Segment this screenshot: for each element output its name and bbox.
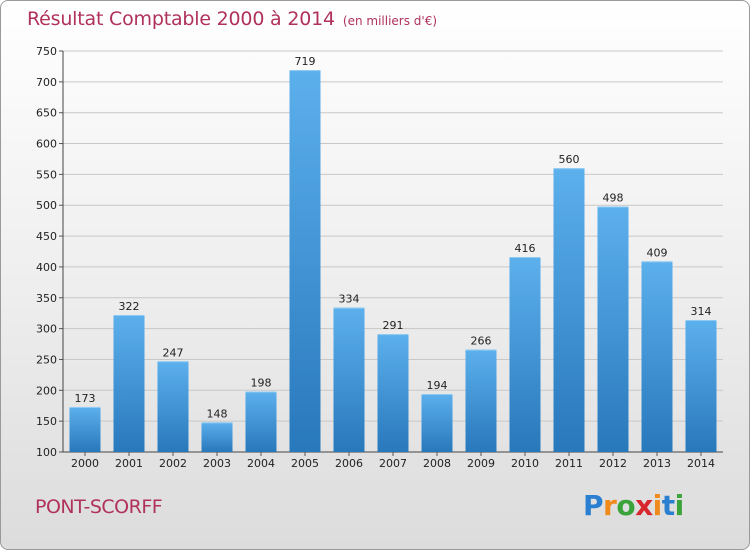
logo-letter: P [583, 489, 604, 522]
y-tick-label: 650 [36, 107, 57, 120]
data-label-2013: 409 [647, 246, 668, 259]
data-label-2011: 560 [559, 153, 580, 166]
chart-title: Résultat Comptable 2000 à 2014 [27, 8, 335, 30]
data-label-2005: 719 [295, 55, 316, 68]
bar-2009 [465, 349, 497, 452]
proxiti-logo[interactable]: Proxiti [583, 489, 684, 522]
bar-2013 [641, 261, 673, 452]
bar-2003 [201, 422, 233, 452]
x-tick-label-2007: 2007 [379, 457, 407, 470]
bar-2005 [289, 70, 321, 452]
bar-2014 [685, 319, 717, 452]
y-tick-label: 500 [36, 199, 57, 212]
x-axis: 2000 2001 2002 2003 2004 2005 2006 2007 2008 2009… [63, 451, 723, 470]
data-label-2009: 266 [471, 335, 492, 348]
y-tick-label: 350 [36, 292, 57, 305]
bar-2004 [245, 391, 277, 452]
y-tick-label: 400 [36, 261, 57, 274]
x-tick-label-2008: 2008 [423, 457, 451, 470]
y-axis: 100 150 200 250 300 350 400 450 500 550 600 650 700 7… [36, 45, 64, 459]
x-tick-label-2005: 2005 [291, 457, 319, 470]
place-name: PONT-SCORFF [35, 496, 163, 518]
logo-letter: i [652, 489, 663, 522]
data-label-2014: 314 [691, 305, 712, 318]
x-tick-label-2006: 2006 [335, 457, 363, 470]
chart-unit: (en milliers d'€) [342, 14, 438, 28]
data-labels: 173 322 247 148 198 719 334 291 194 266 416 560 498 4… [75, 55, 712, 420]
y-tick-label: 150 [36, 415, 57, 428]
x-tick-label-2002: 2002 [159, 457, 187, 470]
y-tick-label: 300 [36, 323, 57, 336]
x-tick-label-2013: 2013 [643, 457, 671, 470]
logo-letter: x [635, 489, 653, 522]
bars [69, 70, 717, 452]
chart-title-block: Résultat Comptable 2000 à 2014 (en millie… [27, 8, 437, 30]
x-tick-label-2014: 2014 [687, 457, 715, 470]
bar-2000 [69, 406, 101, 452]
y-tick-label: 100 [36, 446, 57, 459]
data-label-2000: 173 [75, 392, 96, 405]
bar-2001 [113, 315, 145, 452]
y-tick-label: 200 [36, 384, 57, 397]
y-tick-label: 450 [36, 230, 57, 243]
x-tick-label-2003: 2003 [203, 457, 231, 470]
logo-letter: t [661, 489, 675, 522]
y-tick-label: 750 [36, 45, 57, 58]
bar-2012 [597, 206, 629, 452]
x-tick-label-2010: 2010 [511, 457, 539, 470]
bar-2008 [421, 394, 453, 452]
logo-letter: i [674, 489, 685, 522]
y-tick-label: 250 [36, 353, 57, 366]
y-tick-label: 700 [36, 76, 57, 89]
bar-2011 [553, 168, 585, 452]
y-tick-label: 600 [36, 138, 57, 151]
data-label-2001: 322 [119, 300, 140, 313]
bar-2010 [509, 257, 541, 452]
data-label-2007: 291 [383, 319, 404, 332]
data-label-2012: 498 [603, 191, 624, 204]
x-tick-label-2000: 2000 [71, 457, 99, 470]
bar-2002 [157, 361, 189, 452]
x-tick-label-2012: 2012 [599, 457, 627, 470]
logo-letter: r [603, 489, 617, 522]
x-tick-label-2009: 2009 [467, 457, 495, 470]
data-label-2010: 416 [515, 242, 536, 255]
x-tick-label-2004: 2004 [247, 457, 275, 470]
data-label-2002: 247 [163, 346, 184, 359]
logo-letter: o [616, 489, 636, 522]
y-tick-label: 550 [36, 168, 57, 181]
data-label-2004: 198 [251, 377, 272, 390]
bar-2007 [377, 334, 409, 452]
data-label-2008: 194 [427, 379, 448, 392]
bar-2006 [333, 307, 365, 452]
x-tick-label-2001: 2001 [115, 457, 143, 470]
x-tick-label-2011: 2011 [555, 457, 583, 470]
data-label-2003: 148 [207, 407, 228, 420]
data-label-2006: 334 [339, 293, 360, 306]
